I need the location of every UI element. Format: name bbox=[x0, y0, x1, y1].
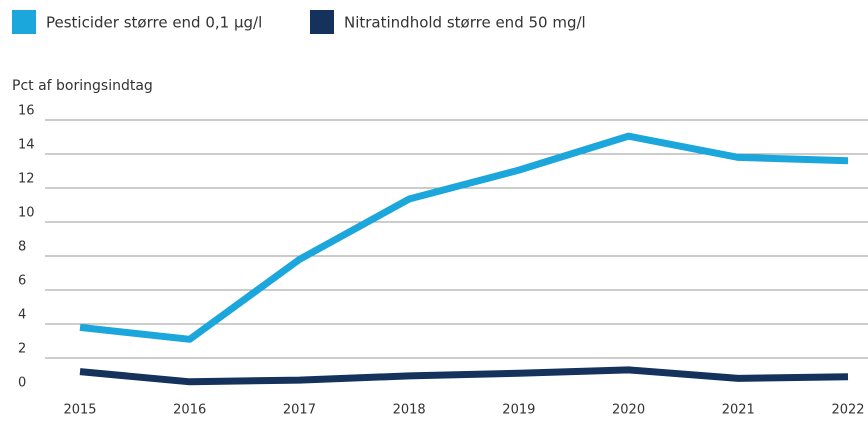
y-tick-label: 14 bbox=[18, 138, 35, 153]
x-tick-label: 2015 bbox=[63, 403, 96, 418]
series-line bbox=[79, 132, 849, 343]
y-tick-label: 12 bbox=[18, 172, 35, 187]
y-tick-label: 2 bbox=[18, 342, 26, 357]
x-tick-label: 2016 bbox=[173, 403, 206, 418]
y-tick-label: 10 bbox=[18, 206, 35, 221]
y-tick-label: 4 bbox=[18, 308, 26, 323]
y-tick-label: 6 bbox=[18, 274, 26, 289]
x-tick-label: 2022 bbox=[831, 403, 864, 418]
y-tick-label: 8 bbox=[18, 240, 26, 255]
legend-swatch bbox=[12, 10, 36, 34]
x-tick-label: 2018 bbox=[393, 403, 426, 418]
legend-text: Pesticider større end 0,1 µg/l bbox=[46, 14, 262, 32]
x-tick-label: 2020 bbox=[612, 403, 645, 418]
legend-swatch bbox=[310, 10, 334, 34]
x-tick-label: 2019 bbox=[502, 403, 535, 418]
legend-text: Nitratindhold større end 50 mg/l bbox=[344, 14, 586, 32]
x-tick-label: 2021 bbox=[722, 403, 755, 418]
y-axis-title: Pct af boringsindtag bbox=[12, 78, 153, 94]
y-tick-label: 16 bbox=[18, 104, 35, 119]
series-line bbox=[79, 366, 849, 386]
y-tick-label: 0 bbox=[18, 376, 26, 391]
x-tick-label: 2017 bbox=[283, 403, 316, 418]
